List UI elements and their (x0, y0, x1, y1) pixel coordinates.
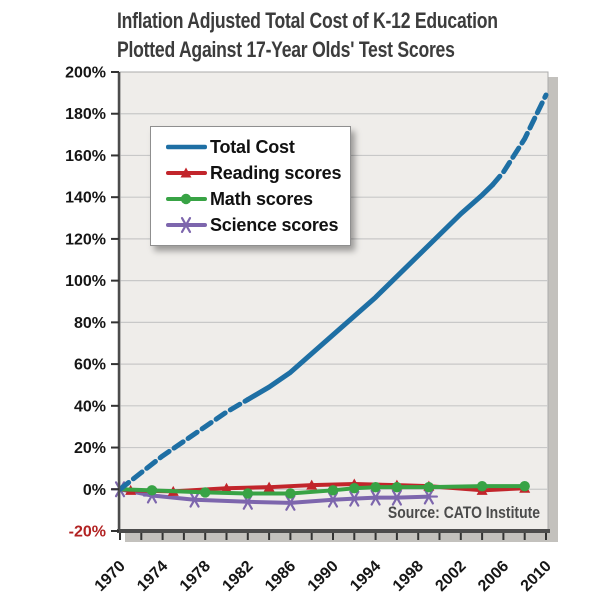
chart-title-line1: Inflation Adjusted Total Cost of K-12 Ed… (117, 8, 498, 33)
svg-text:120%: 120% (65, 231, 106, 248)
tick-marks (111, 71, 547, 540)
svg-text:1986: 1986 (262, 558, 299, 595)
svg-text:1978: 1978 (177, 558, 214, 595)
svg-text:2002: 2002 (432, 558, 469, 595)
legend-label-math-scores: Math scores (210, 188, 313, 209)
svg-text:80%: 80% (74, 315, 106, 332)
legend-item-math-scores: Math scores (164, 186, 350, 212)
svg-text:160%: 160% (65, 148, 106, 165)
legend-item-science-scores: Science scores (164, 212, 350, 238)
x-axis-labels: 1970 1974 1978 1982 1986 1990 1994 1998 2002 2006… (92, 558, 555, 595)
legend-label-science-scores: Science scores (210, 214, 339, 235)
svg-text:180%: 180% (65, 106, 106, 123)
chart-title: Inflation Adjusted Total Cost of K-12 Ed… (117, 6, 565, 64)
total-cost-line-icon (166, 144, 207, 150)
series-total-cost (117, 92, 549, 492)
math-marker-icon (166, 193, 207, 205)
series-math-scores (118, 480, 530, 499)
source-credit: Source: CATO Institute (387, 503, 540, 522)
legend-item-total-cost: Total Cost (164, 134, 350, 160)
axes (117, 72, 550, 533)
reading-marker-icon (166, 167, 207, 178)
svg-text:1998: 1998 (390, 558, 427, 595)
svg-text:40%: 40% (74, 398, 106, 415)
svg-text:2006: 2006 (475, 558, 512, 595)
legend-item-reading-scores: Reading scores (164, 160, 350, 186)
svg-text:-20%: -20% (69, 524, 106, 541)
y-axis-labels: 200% 180% 160% 140% 120% 100% 80% 60% 40% 20% 0% -2… (65, 65, 106, 541)
svg-text:2010: 2010 (518, 558, 555, 595)
svg-text:100%: 100% (65, 273, 106, 290)
svg-text:1974: 1974 (134, 558, 171, 595)
legend-label-total-cost: Total Cost (210, 136, 295, 157)
legend: Total Cost Reading scores Math scores Sc… (150, 126, 351, 246)
svg-text:1970: 1970 (92, 558, 129, 595)
chart-title-line2: Plotted Against 17-Year Olds' Test Score… (117, 37, 455, 62)
science-marker-icon (166, 216, 207, 233)
svg-text:1990: 1990 (305, 558, 342, 595)
legend-label-reading-scores: Reading scores (210, 162, 342, 183)
svg-text:1994: 1994 (347, 558, 384, 595)
svg-text:60%: 60% (74, 357, 106, 374)
svg-text:0%: 0% (83, 482, 106, 499)
svg-text:1982: 1982 (219, 558, 256, 595)
svg-text:20%: 20% (74, 440, 106, 457)
svg-text:200%: 200% (65, 65, 106, 82)
svg-text:140%: 140% (65, 190, 106, 207)
